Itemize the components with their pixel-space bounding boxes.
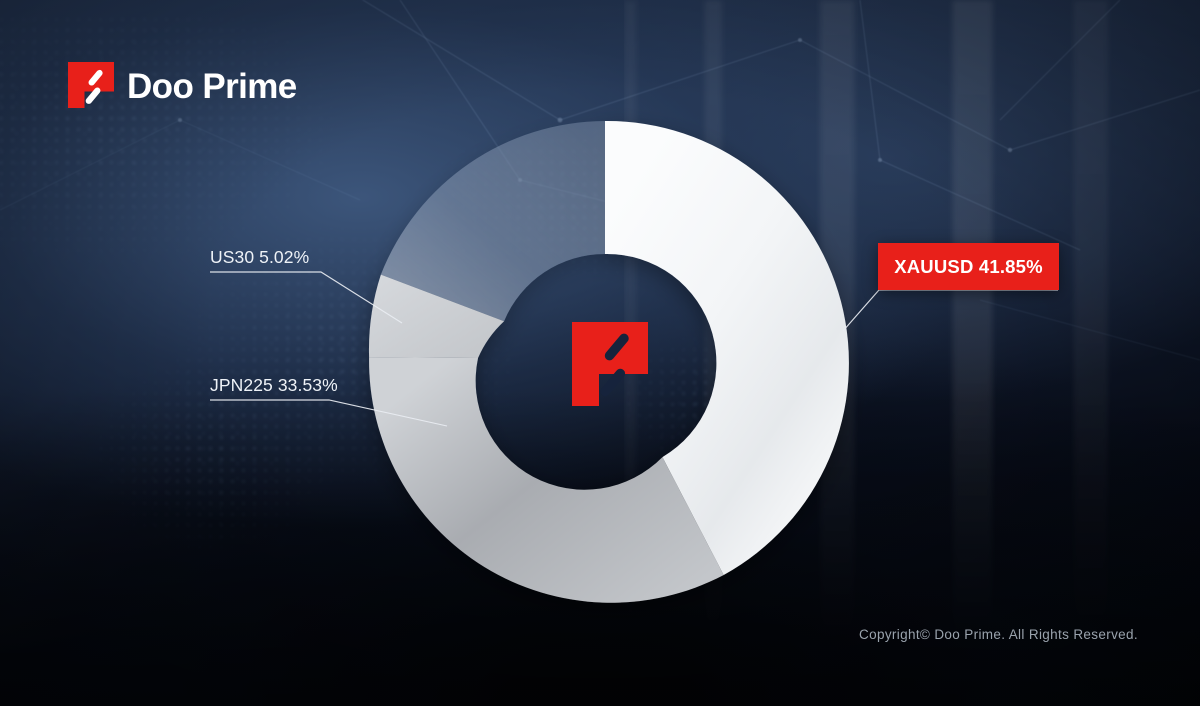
badge-xauusd[interactable]: XAUUSD 41.85% bbox=[878, 243, 1059, 290]
leader-line-xauusd bbox=[842, 289, 1058, 332]
donut-slice-jpn225[interactable] bbox=[369, 357, 724, 603]
label-us30: US30 5.02% bbox=[210, 247, 310, 267]
doo-prime-monogram-icon bbox=[572, 322, 648, 406]
doo-prime-logo-icon bbox=[68, 62, 114, 108]
label-jpn225: JPN225 33.53% bbox=[210, 375, 338, 395]
copyright-text: Copyright© Doo Prime. All Rights Reserve… bbox=[859, 627, 1138, 642]
badge-xauusd-label: XAUUSD 41.85% bbox=[894, 255, 1043, 277]
leader-line-jpn225 bbox=[210, 399, 448, 427]
donut-slice-us30[interactable] bbox=[368, 274, 505, 358]
donut-slice-remainder bbox=[380, 121, 605, 322]
brand-logo: Doo Prime bbox=[68, 62, 297, 108]
donut-slice-xauusd[interactable] bbox=[605, 120, 849, 575]
leader-line-us30 bbox=[210, 271, 403, 324]
brand-name: Doo Prime bbox=[127, 66, 297, 106]
